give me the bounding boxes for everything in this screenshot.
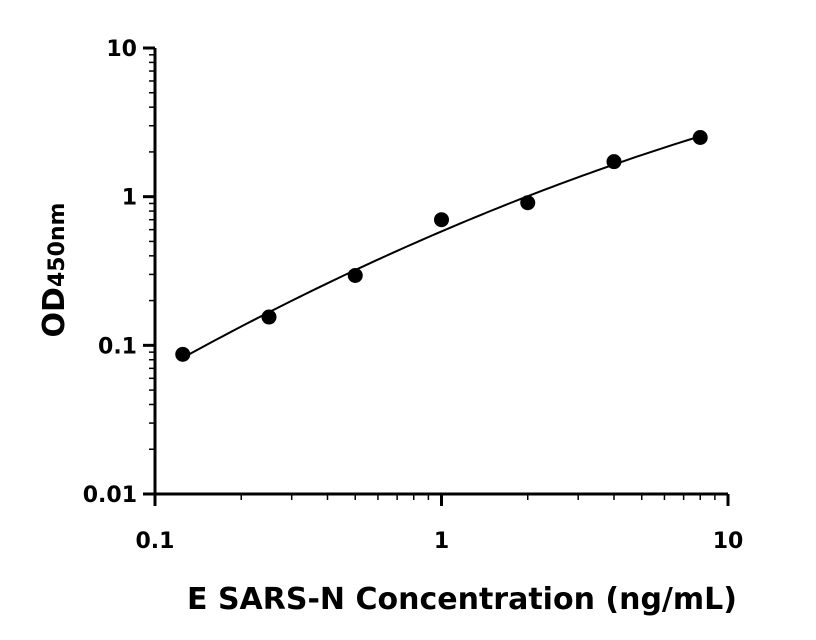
- data-point: [261, 309, 277, 325]
- data-point: [434, 212, 449, 228]
- x-axis: 0.1 1 10: [136, 492, 744, 554]
- y-axis-title-sub: 450nm: [45, 203, 70, 288]
- data-point: [175, 346, 191, 362]
- x-tick-label: 10: [713, 529, 744, 554]
- y-tick-label: 0.01: [83, 483, 137, 508]
- y-axis-title-main: OD: [37, 287, 72, 337]
- data-point: [692, 130, 708, 146]
- data-point: [606, 154, 622, 170]
- y-tick-label: 10: [106, 37, 137, 62]
- data-point: [520, 195, 536, 211]
- x-tick-label: 1: [434, 529, 449, 554]
- y-tick-label: 1: [122, 186, 137, 211]
- data-point: [347, 267, 363, 283]
- x-axis-title: E SARS-N Concentration (ng/mL): [187, 582, 737, 617]
- y-tick-label: 0.1: [98, 334, 137, 359]
- y-axis: 0.01 0.1 1 10: [83, 37, 157, 508]
- y-ticks: 0.01 0.1 1 10: [83, 37, 155, 508]
- fit-curve: [182, 135, 701, 359]
- y-axis-title: OD450nm: [37, 203, 72, 338]
- x-ticks: 0.1 1 10: [136, 494, 744, 554]
- x-tick-label: 0.1: [136, 529, 175, 554]
- data-points: [175, 130, 708, 362]
